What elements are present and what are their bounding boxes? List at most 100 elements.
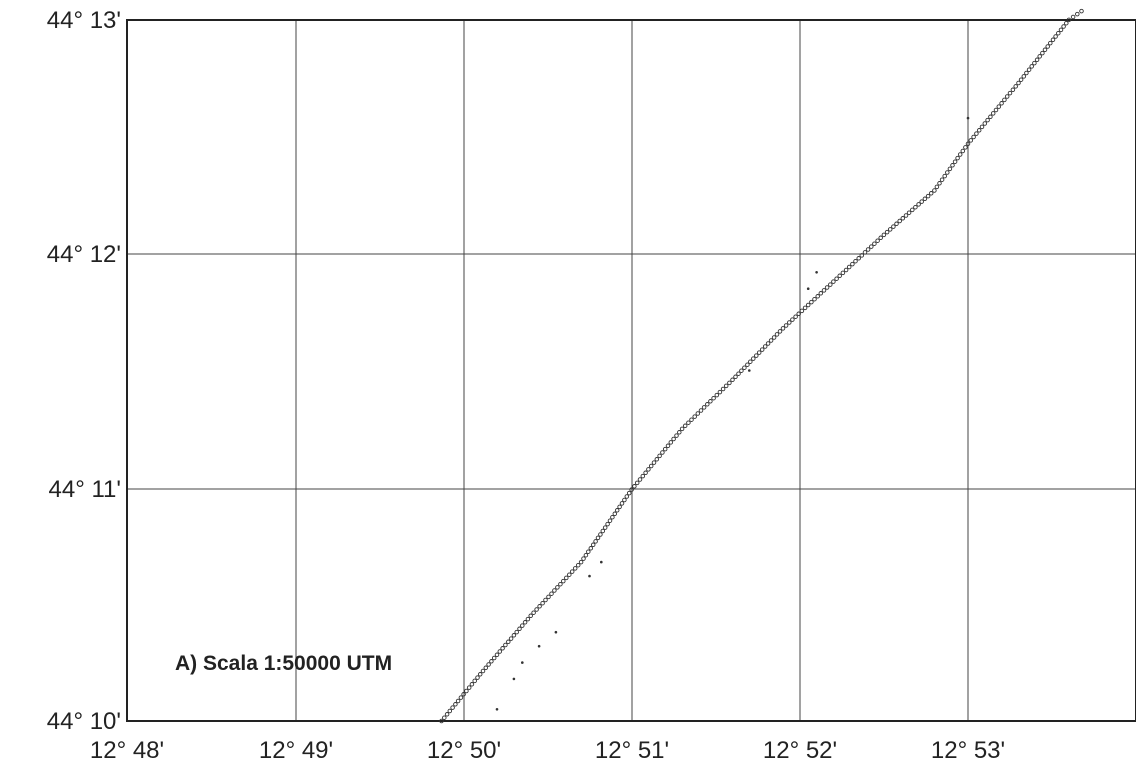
track-point	[976, 128, 982, 133]
track-scatter-point	[554, 630, 558, 634]
track-point	[955, 155, 960, 161]
track-point	[552, 588, 557, 593]
longitude-tick-label: 12° 49'	[259, 737, 333, 764]
track-point	[853, 258, 858, 264]
latitude-tick-label: 44° 11'	[49, 476, 121, 503]
track-point	[742, 365, 747, 370]
track-point	[695, 411, 701, 416]
track-point	[469, 682, 475, 687]
track-point	[865, 247, 871, 252]
track-point	[821, 288, 827, 293]
track-point	[939, 177, 945, 182]
track-point	[714, 392, 720, 398]
track-point	[988, 114, 993, 120]
track-point	[932, 188, 937, 193]
track-point	[894, 221, 899, 227]
track-point	[698, 408, 704, 413]
track-point	[477, 672, 483, 677]
track-point	[458, 695, 464, 700]
track-point	[812, 296, 817, 302]
track-point	[1050, 37, 1056, 43]
track-point	[689, 417, 694, 422]
track-point	[500, 646, 505, 651]
track-point	[657, 453, 662, 459]
track-point	[771, 335, 777, 340]
track-point	[809, 299, 814, 305]
track-point	[668, 440, 674, 445]
track-scatter-point	[521, 661, 524, 664]
track-point	[971, 134, 976, 140]
track-point	[916, 202, 921, 207]
latitude-tick-label: 44° 12'	[47, 241, 121, 268]
track-point	[859, 253, 865, 258]
track-point	[665, 443, 671, 449]
track-point	[957, 152, 963, 157]
track-point	[942, 173, 947, 179]
track-point	[736, 371, 741, 376]
longitude-tick-label: 12° 53'	[931, 737, 1005, 764]
track-point	[607, 518, 613, 523]
track-point	[503, 642, 508, 648]
track-point	[1021, 74, 1027, 79]
track-point	[903, 213, 909, 218]
track-point	[549, 591, 554, 596]
track-point	[840, 270, 846, 276]
track-point	[805, 302, 811, 308]
track-point	[528, 613, 533, 619]
track-point	[483, 665, 489, 671]
track-point	[531, 610, 536, 615]
track-point	[455, 698, 461, 704]
track-point	[875, 238, 880, 243]
track-point	[1040, 50, 1045, 56]
track-scatter-point	[600, 560, 603, 564]
track-point	[461, 692, 466, 697]
track-point	[787, 320, 792, 325]
track-point	[564, 575, 569, 581]
track-point	[934, 184, 940, 190]
longitude-tick-label: 12° 51'	[595, 737, 669, 764]
track-point	[1066, 17, 1072, 23]
track-point	[648, 463, 654, 469]
track-point	[637, 477, 643, 482]
latitude-tick-label: 44° 10'	[47, 708, 121, 735]
track-point	[617, 504, 622, 510]
track-point	[494, 652, 500, 658]
track-point	[610, 514, 615, 520]
track-point	[626, 490, 632, 496]
track-point	[1079, 8, 1084, 14]
track-point	[643, 470, 648, 476]
track-point	[671, 436, 676, 442]
track-point	[1026, 67, 1032, 72]
track-point	[843, 267, 849, 273]
track-scatter-point	[966, 116, 970, 120]
track-point	[947, 166, 953, 172]
track-point	[1048, 40, 1053, 46]
track-point	[759, 347, 765, 352]
track-point	[444, 712, 450, 717]
track-point	[733, 374, 738, 380]
latitude-labels: 44° 13' 44° 12' 44° 11' 44° 10'	[47, 7, 121, 735]
track-point	[1075, 11, 1080, 17]
track-point	[581, 556, 586, 561]
track-point	[662, 446, 668, 452]
track-point	[598, 532, 603, 537]
track-scatter-point	[588, 574, 591, 578]
track-point	[993, 107, 999, 113]
track-point	[723, 383, 729, 389]
track-point	[558, 581, 563, 587]
track-point	[799, 308, 805, 314]
track-point	[950, 163, 955, 168]
track-point	[1013, 84, 1018, 89]
graticule-grid	[127, 20, 1136, 721]
track-point	[739, 368, 744, 373]
track-point	[622, 497, 627, 503]
track-point	[543, 597, 548, 603]
track-point	[996, 104, 1002, 109]
track-point	[963, 145, 968, 150]
track-point	[783, 323, 789, 328]
track-point	[925, 193, 931, 199]
track-point	[897, 218, 902, 224]
track-scatter-point	[537, 644, 541, 648]
track-point	[720, 386, 726, 392]
